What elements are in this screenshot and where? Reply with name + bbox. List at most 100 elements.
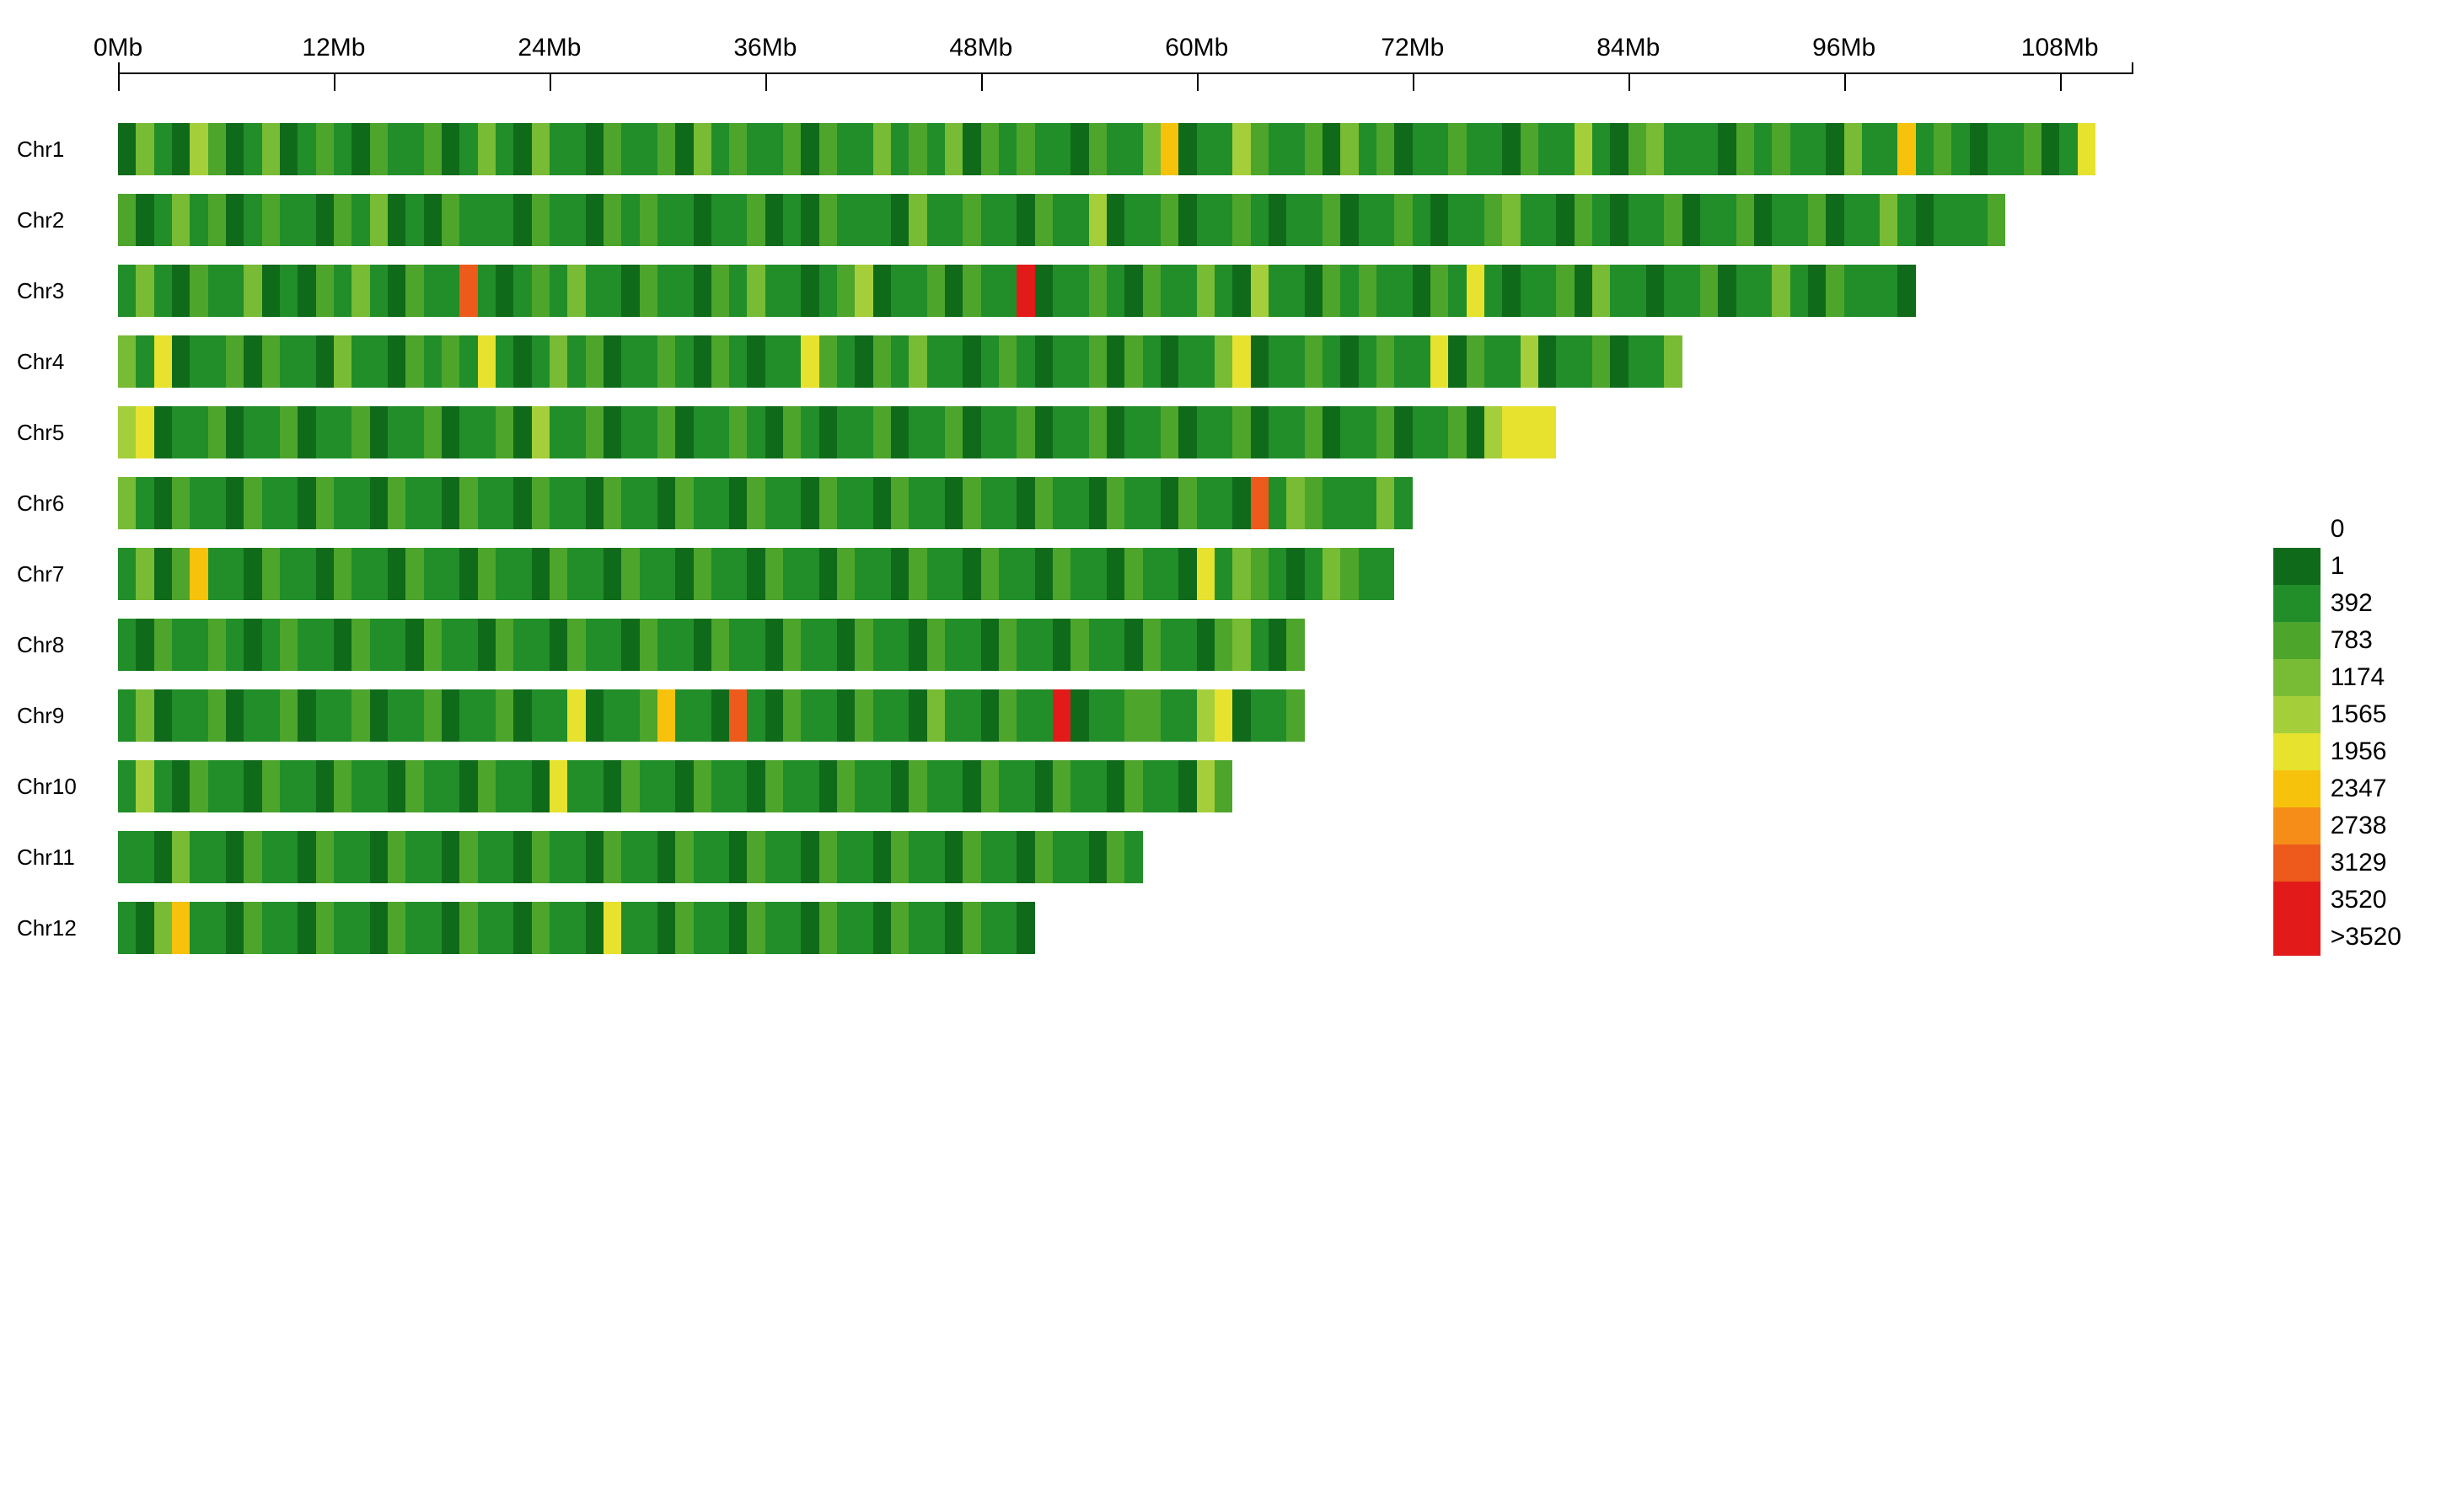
- density-bin: [1124, 548, 1142, 600]
- density-bin: [1161, 689, 1178, 742]
- density-bin: [711, 548, 729, 600]
- density-bin: [981, 760, 999, 812]
- density-bin: [1035, 831, 1053, 883]
- density-bin: [1232, 477, 1250, 529]
- density-bin: [801, 335, 818, 388]
- density-bin: [891, 619, 909, 671]
- density-bin: [496, 194, 513, 246]
- density-bin: [1286, 548, 1304, 600]
- density-bin: [729, 689, 747, 742]
- density-bin: [1862, 123, 1880, 175]
- density-bin: [604, 477, 621, 529]
- density-bin: [873, 689, 891, 742]
- density-bin: [837, 548, 855, 600]
- density-bin: [405, 406, 423, 458]
- density-bin: [154, 477, 172, 529]
- density-bin: [981, 689, 999, 742]
- density-bin: [1538, 123, 1556, 175]
- density-bin: [837, 477, 855, 529]
- density-bin: [1305, 123, 1323, 175]
- density-bin: [1251, 265, 1269, 317]
- density-bin: [1610, 123, 1628, 175]
- density-bin: [1538, 265, 1556, 317]
- density-bin: [1754, 194, 1772, 246]
- x-axis-tick-label: 0Mb: [94, 34, 142, 62]
- legend-swatch: [2273, 733, 2321, 770]
- density-bin: [729, 406, 747, 458]
- density-bin: [873, 831, 891, 883]
- density-bin: [837, 123, 855, 175]
- density-bin: [927, 619, 945, 671]
- density-bin: [963, 548, 980, 600]
- density-bin: [316, 406, 334, 458]
- density-bin: [1790, 123, 1808, 175]
- density-bin: [280, 123, 298, 175]
- density-bin: [1682, 123, 1700, 175]
- density-bin: [190, 406, 207, 458]
- density-bin: [172, 477, 190, 529]
- density-bin: [1448, 406, 1466, 458]
- density-bin: [1053, 406, 1070, 458]
- density-bin: [280, 689, 298, 742]
- density-bin: [154, 123, 172, 175]
- density-bin: [208, 689, 226, 742]
- density-bin: [1592, 194, 1610, 246]
- density-bin: [118, 689, 136, 742]
- density-bin: [388, 902, 405, 954]
- density-bin: [190, 548, 207, 600]
- density-bin: [298, 902, 315, 954]
- density-bin: [1161, 548, 1178, 600]
- density-bin: [999, 265, 1017, 317]
- density-bin: [1808, 123, 1826, 175]
- chromosome-heatmap-bar: [118, 760, 1232, 812]
- density-bin: [909, 902, 926, 954]
- density-bin: [819, 194, 837, 246]
- x-axis-tick: [1628, 72, 1630, 91]
- density-bin: [963, 689, 980, 742]
- density-bin: [1790, 265, 1808, 317]
- density-bin: [298, 760, 315, 812]
- density-bin: [694, 265, 711, 317]
- density-bin: [280, 265, 298, 317]
- density-bin: [891, 831, 909, 883]
- density-bin: [999, 194, 1017, 246]
- density-bin: [801, 265, 818, 317]
- density-bin: [567, 619, 585, 671]
- density-bin: [226, 123, 244, 175]
- density-bin: [154, 831, 172, 883]
- density-bin: [586, 902, 604, 954]
- density-bin: [154, 902, 172, 954]
- density-bin: [280, 406, 298, 458]
- density-bin: [1178, 265, 1196, 317]
- density-bin: [1070, 760, 1088, 812]
- density-bin: [1124, 406, 1142, 458]
- density-bin: [280, 477, 298, 529]
- density-bin: [1232, 548, 1250, 600]
- density-bin: [981, 265, 999, 317]
- density-bin: [405, 335, 423, 388]
- density-bin: [496, 831, 513, 883]
- density-bin: [136, 619, 153, 671]
- density-bin: [873, 760, 891, 812]
- density-bin: [316, 194, 334, 246]
- density-bin: [1161, 123, 1178, 175]
- density-bin: [1754, 123, 1772, 175]
- density-bin: [136, 406, 153, 458]
- density-bin: [1286, 265, 1304, 317]
- density-bin: [370, 194, 388, 246]
- density-bin: [927, 689, 945, 742]
- density-bin: [1197, 548, 1215, 600]
- density-bin: [963, 194, 980, 246]
- color-legend: 013927831174156519562347273831293520>352…: [2273, 511, 2401, 956]
- density-bin: [172, 548, 190, 600]
- density-bin: [172, 902, 190, 954]
- density-bin: [694, 760, 711, 812]
- density-bin: [675, 548, 693, 600]
- density-bin: [459, 194, 477, 246]
- density-bin: [298, 619, 315, 671]
- density-bin: [316, 689, 334, 742]
- density-bin: [532, 760, 550, 812]
- density-bin: [747, 194, 765, 246]
- density-bin: [837, 831, 855, 883]
- density-bin: [478, 548, 496, 600]
